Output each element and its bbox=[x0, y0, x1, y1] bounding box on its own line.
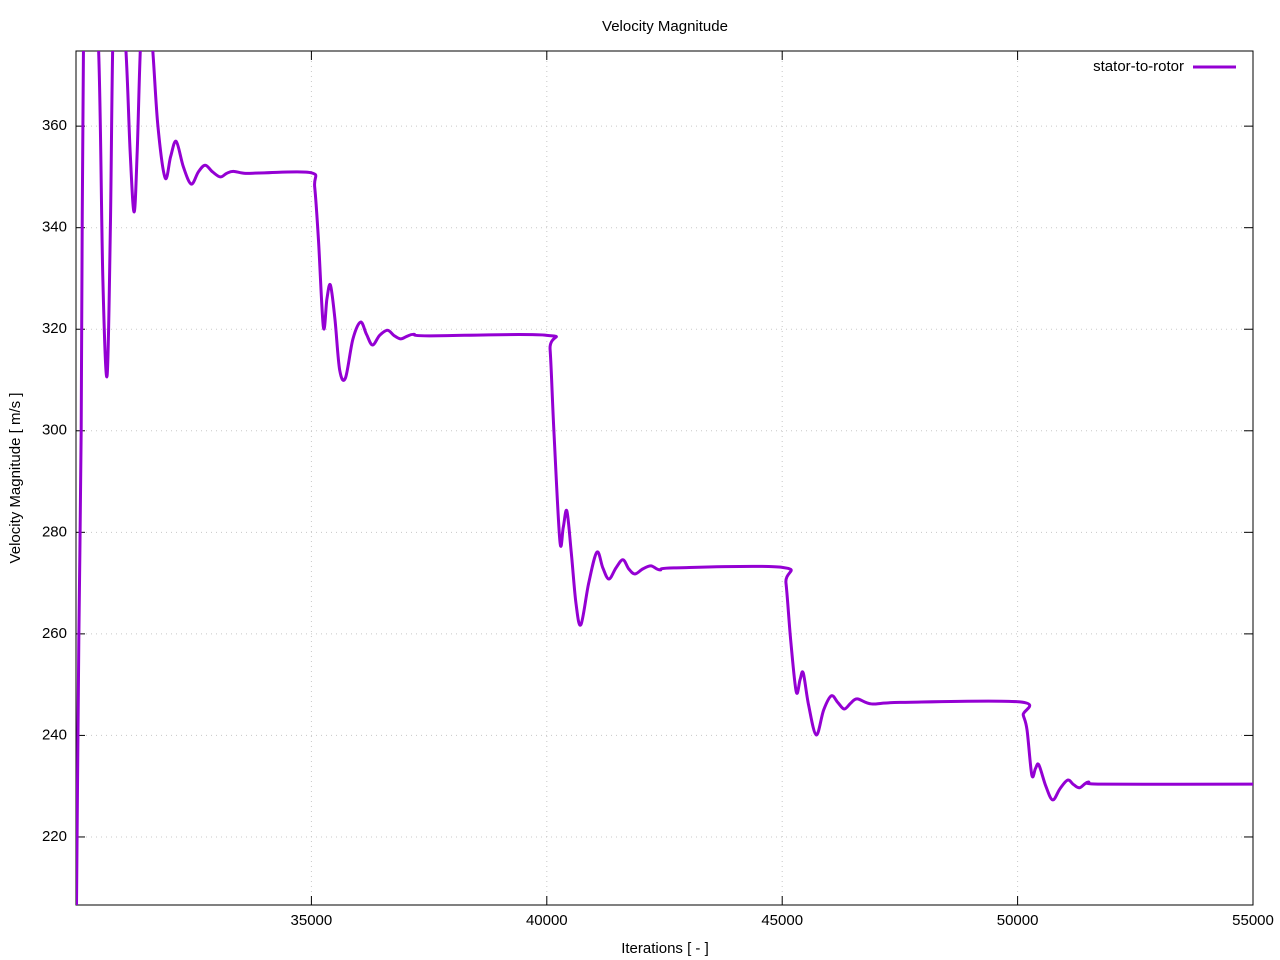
y-tick-label: 280 bbox=[42, 523, 67, 540]
chart-title: Velocity Magnitude bbox=[602, 18, 728, 35]
plot-area bbox=[76, 51, 1253, 905]
y-tick-label: 320 bbox=[42, 320, 67, 337]
y-tick-label: 220 bbox=[42, 828, 67, 845]
x-axis-label: Iterations [ - ] bbox=[621, 940, 709, 957]
y-tick-label: 360 bbox=[42, 117, 67, 134]
x-tick-label: 35000 bbox=[291, 912, 333, 929]
y-axis-label: Velocity Magnitude [ m/s ] bbox=[7, 393, 24, 564]
x-tick-label: 55000 bbox=[1232, 912, 1274, 929]
plot-frame bbox=[75, 50, 1254, 906]
x-tick-label: 50000 bbox=[997, 912, 1039, 929]
y-tick-label: 300 bbox=[42, 422, 67, 439]
data-line bbox=[76, 51, 1253, 905]
y-tick-label: 240 bbox=[42, 726, 67, 743]
legend-label: stator-to-rotor bbox=[1093, 58, 1184, 75]
y-tick-label: 340 bbox=[42, 219, 67, 236]
y-tick-label: 260 bbox=[42, 625, 67, 642]
x-tick-label: 40000 bbox=[526, 912, 568, 929]
x-tick-label: 45000 bbox=[761, 912, 803, 929]
